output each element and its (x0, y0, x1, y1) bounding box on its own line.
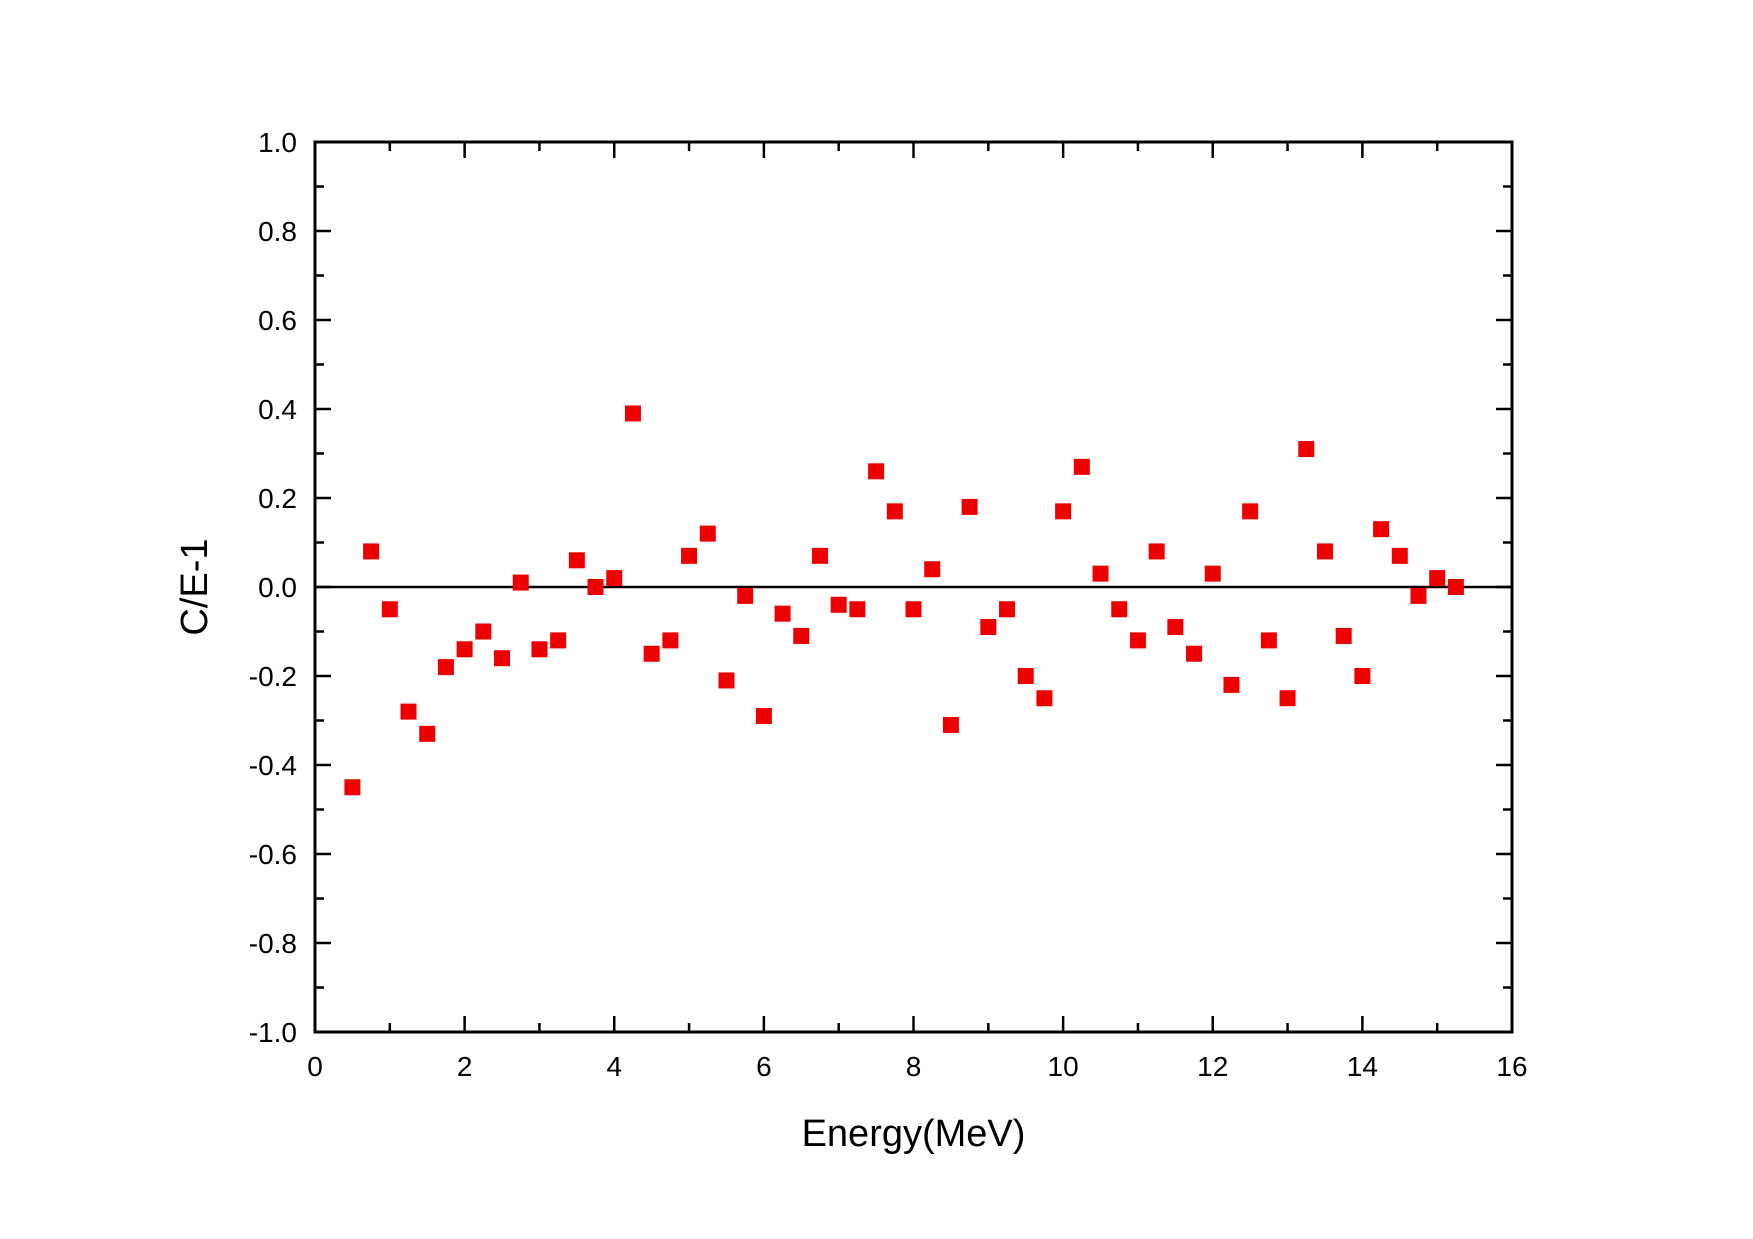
x-axis-title: Energy(MeV) (802, 1113, 1026, 1155)
data-point (363, 543, 380, 560)
data-point (1148, 543, 1165, 560)
data-point (942, 716, 959, 733)
x-tick-label: 12 (1197, 1051, 1228, 1082)
data-point (811, 547, 828, 564)
x-tick-label: 10 (1048, 1051, 1079, 1082)
data-point (419, 725, 436, 742)
data-point (1316, 543, 1333, 560)
data-point (793, 627, 810, 644)
data-point (868, 463, 885, 480)
data-point (905, 601, 922, 618)
data-point (1055, 503, 1072, 520)
data-point (512, 574, 529, 591)
data-point (1111, 601, 1128, 618)
data-point (624, 405, 641, 422)
y-tick-label: 0.8 (258, 216, 297, 247)
y-axis-title: C/E-1 (174, 538, 216, 635)
data-point (1447, 579, 1464, 595)
y-tick-label: -0.4 (249, 750, 297, 781)
x-tick-label: 16 (1496, 1051, 1527, 1082)
x-axis-ticks: 0 2 4 6 8 10 12 14 16 (307, 142, 1528, 1082)
data-point (1279, 690, 1296, 707)
data-point (456, 641, 473, 658)
data-point (755, 708, 772, 725)
data-point (1073, 458, 1090, 475)
data-point (437, 659, 454, 676)
y-tick-label: 0.0 (258, 572, 297, 603)
y-tick-label: -0.6 (249, 839, 297, 870)
data-point (999, 601, 1016, 618)
data-point (681, 547, 698, 564)
x-tick-label: 0 (307, 1051, 323, 1082)
data-point (1017, 668, 1034, 684)
data-points (344, 405, 1464, 796)
data-point (1204, 565, 1221, 582)
x-tick-label: 6 (756, 1051, 772, 1082)
data-point (606, 570, 623, 587)
data-point (737, 587, 754, 604)
data-point (849, 601, 866, 618)
data-point (1260, 632, 1277, 649)
data-point (1186, 645, 1203, 662)
data-point (1242, 503, 1259, 520)
data-point (1373, 521, 1390, 538)
data-point (1223, 676, 1240, 693)
data-point (830, 596, 847, 613)
data-point (924, 561, 941, 578)
data-point (531, 641, 548, 658)
x-tick-label: 14 (1347, 1051, 1378, 1082)
y-tick-label: -0.2 (249, 661, 297, 692)
data-point (1391, 547, 1408, 564)
plot-frame (313, 140, 1514, 1034)
y-tick-label: 0.2 (258, 483, 297, 514)
data-point (568, 552, 585, 569)
data-point (1298, 441, 1315, 458)
data-point (1129, 632, 1146, 649)
y-tick-label: -0.8 (249, 928, 297, 959)
data-point (699, 525, 716, 542)
y-tick-label: 0.4 (258, 394, 297, 425)
data-point (1036, 690, 1053, 707)
y-tick-label: 0.6 (258, 305, 297, 336)
x-tick-label: 2 (457, 1051, 473, 1082)
x-tick-label: 8 (906, 1051, 922, 1082)
data-point (550, 632, 567, 649)
data-point (718, 672, 735, 689)
data-point (1092, 565, 1109, 582)
data-point (1410, 587, 1427, 604)
x-tick-label: 4 (606, 1051, 622, 1082)
data-point (1429, 570, 1446, 587)
data-point (886, 503, 903, 520)
y-tick-label: -1.0 (249, 1017, 297, 1048)
data-point (1335, 627, 1352, 644)
data-point (774, 605, 791, 622)
data-point (980, 619, 997, 636)
data-point (381, 601, 398, 618)
data-point (400, 703, 417, 720)
data-point (1167, 619, 1184, 636)
data-point (494, 650, 511, 667)
data-point (1354, 668, 1371, 684)
data-point (643, 645, 660, 662)
y-tick-label: 1.0 (258, 127, 297, 158)
data-point (961, 498, 978, 515)
data-point (475, 623, 492, 640)
data-point (662, 632, 679, 649)
data-point (344, 779, 361, 796)
y-axis-ticks: -1.0 -0.8 -0.6 -0.4 -0.2 0.0 0.2 0.4 0.6 0.8 1.0 (249, 127, 1512, 1048)
data-point (587, 579, 604, 595)
